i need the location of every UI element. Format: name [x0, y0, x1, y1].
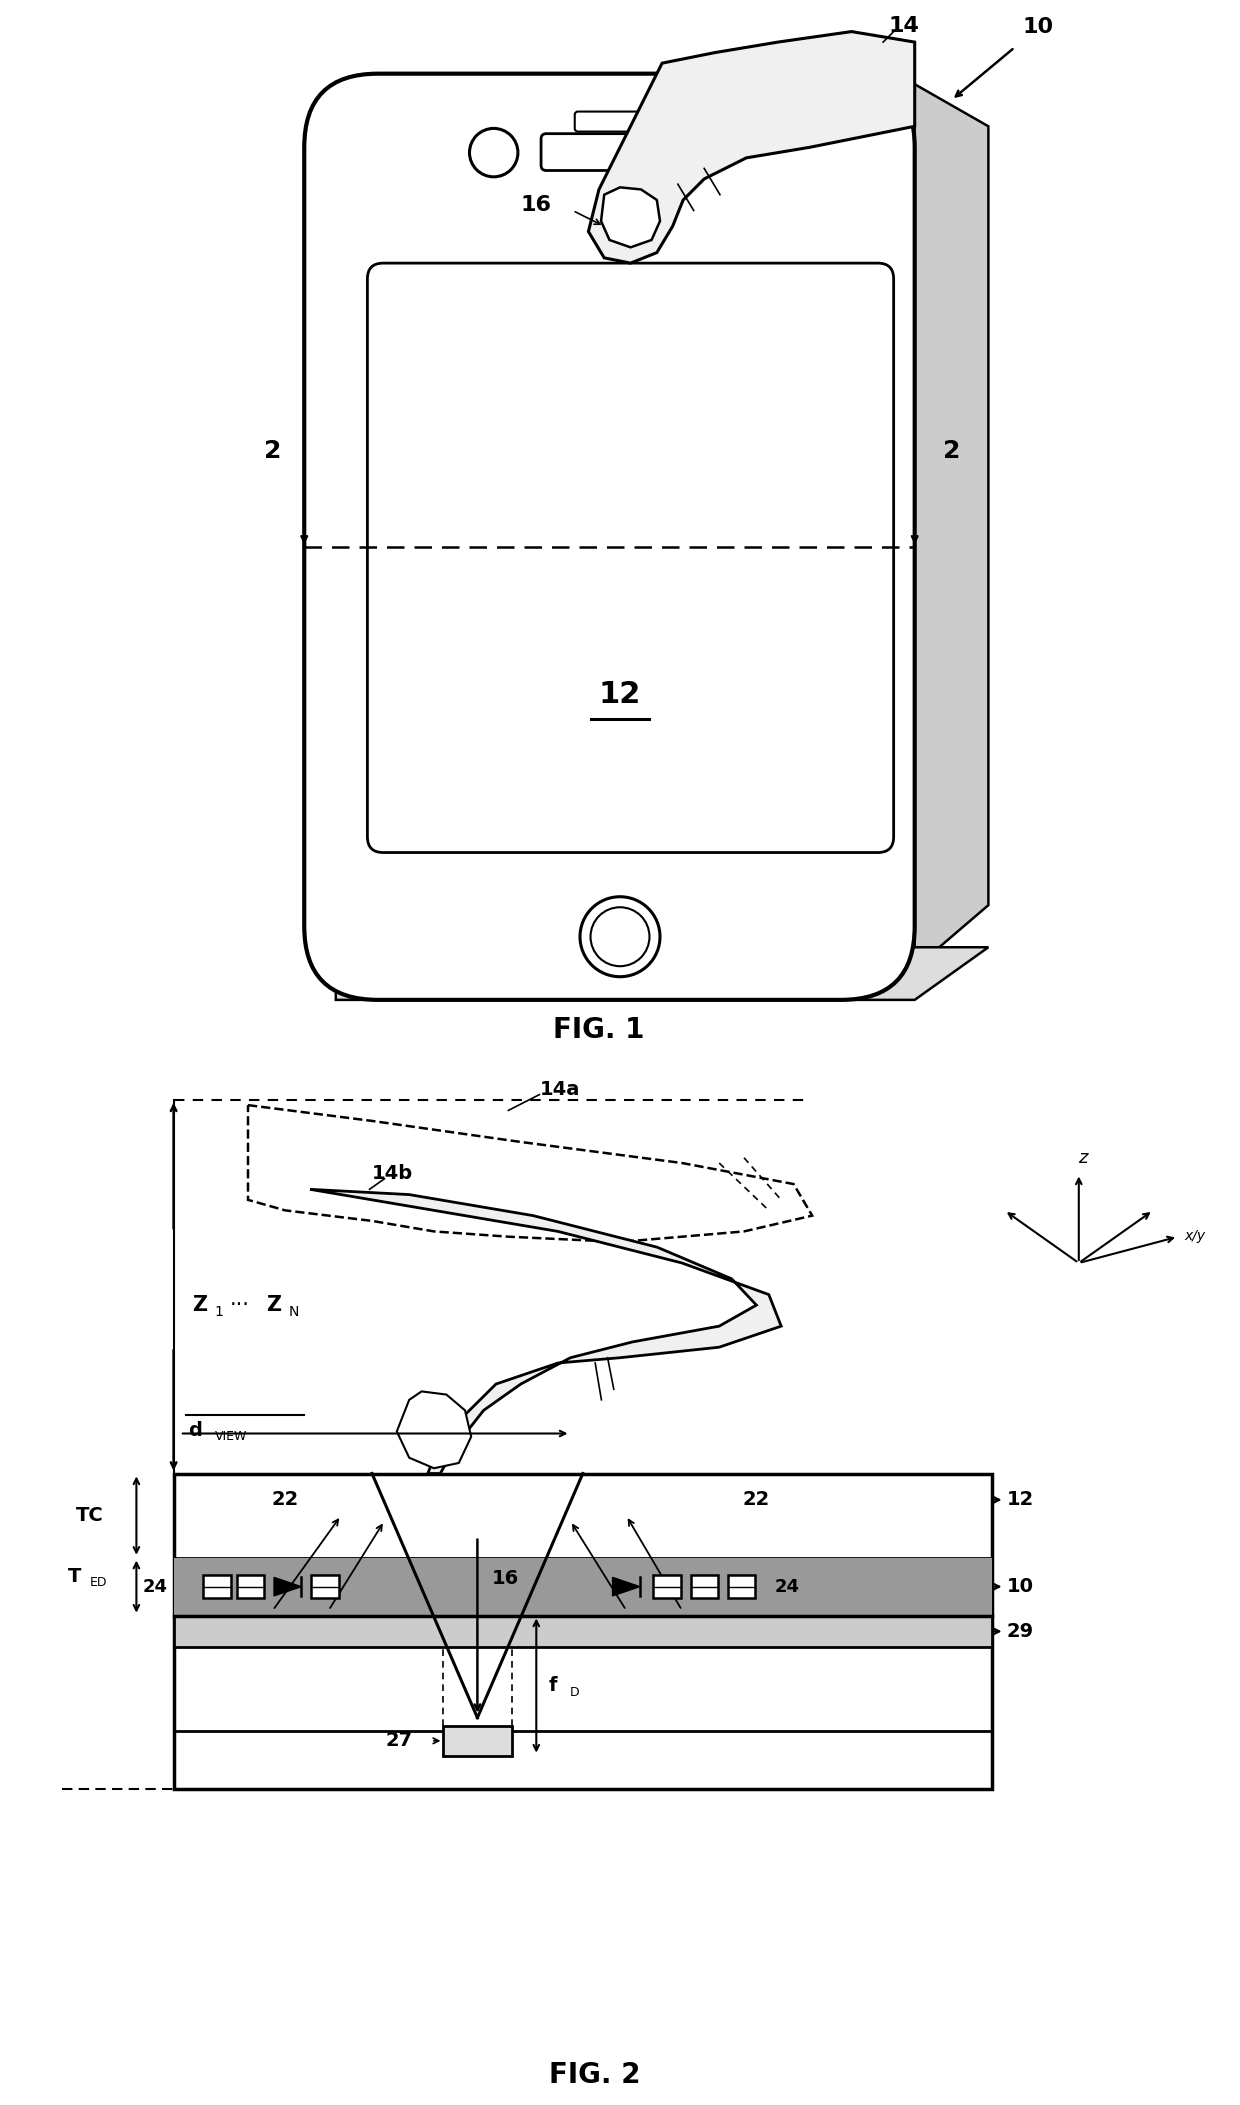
Text: 24: 24: [775, 1577, 800, 1596]
Text: 10: 10: [1022, 17, 1053, 38]
Text: D: D: [570, 1686, 579, 1699]
FancyBboxPatch shape: [575, 112, 645, 131]
Text: 22: 22: [272, 1490, 299, 1509]
Text: 24: 24: [143, 1577, 167, 1596]
Bar: [174, 1474, 992, 1789]
Bar: [691, 1575, 718, 1598]
Bar: [203, 1575, 231, 1598]
Polygon shape: [397, 1391, 471, 1469]
Text: z: z: [1078, 1149, 1087, 1166]
FancyBboxPatch shape: [541, 135, 688, 171]
Bar: [444, 1726, 511, 1756]
Bar: [237, 1575, 264, 1598]
FancyBboxPatch shape: [367, 263, 894, 853]
Text: 2: 2: [264, 440, 281, 463]
Text: 14b: 14b: [372, 1164, 413, 1183]
Text: 2: 2: [942, 440, 960, 463]
Text: 14a: 14a: [539, 1080, 580, 1099]
Text: x/y: x/y: [1184, 1229, 1205, 1242]
Text: 27: 27: [386, 1730, 412, 1751]
Text: VIEW: VIEW: [215, 1429, 247, 1444]
Polygon shape: [248, 1105, 812, 1242]
Text: TC: TC: [76, 1505, 103, 1526]
Polygon shape: [310, 1189, 781, 1473]
Polygon shape: [613, 1577, 640, 1596]
Polygon shape: [274, 1577, 301, 1596]
Bar: [653, 1575, 681, 1598]
Bar: [174, 1617, 992, 1646]
Text: Z: Z: [267, 1295, 281, 1316]
Text: f: f: [548, 1676, 557, 1695]
Polygon shape: [336, 947, 988, 1000]
Text: T: T: [68, 1566, 82, 1585]
Text: 1: 1: [215, 1305, 223, 1320]
Text: FIG. 1: FIG. 1: [553, 1017, 645, 1044]
Text: 10: 10: [1007, 1577, 1034, 1596]
Text: FIG. 2: FIG. 2: [549, 2061, 641, 2088]
Text: ···: ···: [229, 1295, 249, 1316]
Text: 16: 16: [492, 1568, 520, 1589]
Bar: [174, 1558, 992, 1617]
Polygon shape: [915, 84, 988, 968]
Text: d: d: [188, 1421, 202, 1440]
Bar: [311, 1575, 339, 1598]
Text: N: N: [289, 1305, 299, 1320]
Text: 14: 14: [888, 17, 919, 36]
FancyBboxPatch shape: [304, 74, 915, 1000]
Text: 29: 29: [1007, 1621, 1034, 1642]
Polygon shape: [589, 32, 915, 263]
Text: Z: Z: [192, 1295, 207, 1316]
Text: 16: 16: [521, 196, 552, 215]
Bar: [728, 1575, 755, 1598]
Polygon shape: [601, 187, 660, 248]
Text: 12: 12: [599, 680, 641, 709]
Text: 12: 12: [1007, 1490, 1034, 1509]
Text: ED: ED: [89, 1577, 107, 1589]
Text: 22: 22: [743, 1490, 770, 1509]
